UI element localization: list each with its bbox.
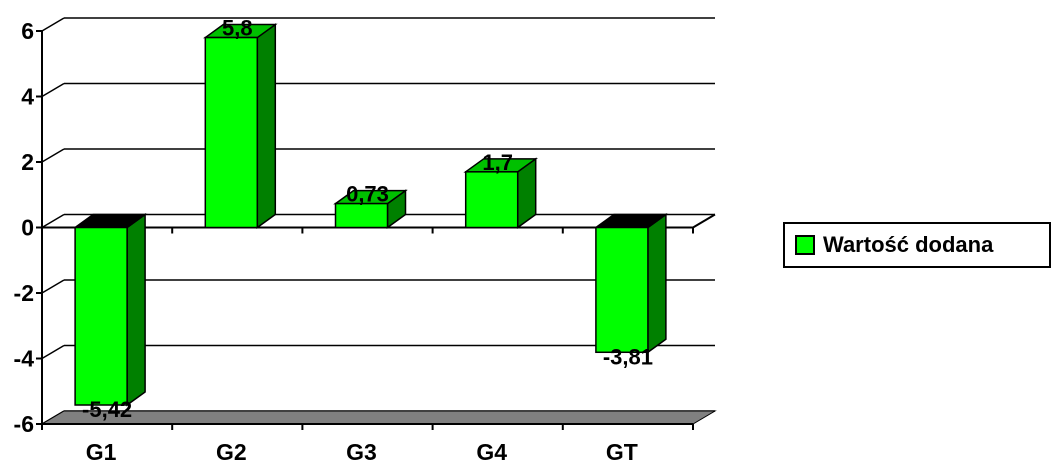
legend-label: Wartość dodana	[823, 232, 994, 257]
gridline-slant	[41, 344, 65, 360]
data-labels: -5,42 G1 5,8 G2 0,73 G3 1,7 G4 -3,81 GT	[82, 16, 653, 465]
floor-plane	[40, 410, 717, 425]
x-tick-label: G1	[86, 439, 117, 465]
gridline-slant	[41, 17, 65, 32]
bar	[74, 226, 128, 406]
y-tick-label: -2	[14, 280, 34, 306]
bars	[72, 23, 669, 407]
zero-baseline-slant	[692, 213, 716, 229]
data-label: -5,42	[82, 397, 132, 422]
bar-side	[126, 213, 146, 407]
x-tick-label: GT	[606, 439, 638, 465]
x-tick-label: G4	[476, 439, 507, 465]
chart-floor	[40, 410, 717, 425]
data-label: 0,73	[346, 182, 389, 207]
bar	[464, 171, 519, 229]
legend-swatch	[795, 235, 815, 255]
bar-side	[256, 23, 277, 229]
bar-side	[647, 213, 667, 354]
data-label: 1,7	[482, 150, 513, 175]
x-tick-label: G3	[346, 439, 377, 465]
y-tick-label: -4	[14, 346, 35, 372]
axes: 6 4 2 0 -2 -4 -6	[14, 18, 716, 437]
data-label: -3,81	[603, 344, 653, 369]
bar	[595, 226, 649, 354]
gridline-slant	[41, 279, 65, 294]
bar	[204, 36, 259, 229]
data-label: 5,8	[222, 16, 253, 41]
gridline-slant	[41, 213, 65, 229]
y-tick-label: 6	[21, 18, 34, 44]
y-tick-label: 0	[21, 215, 34, 241]
gridline-slant	[41, 148, 65, 163]
x-tick-label: G2	[216, 439, 247, 465]
legend: Wartość dodana	[783, 222, 1051, 268]
y-tick-label: -6	[14, 411, 34, 437]
y-tick-label: 4	[21, 84, 34, 110]
bar	[334, 202, 389, 229]
y-tick-label: 2	[21, 149, 34, 175]
gridline-slant	[41, 82, 65, 98]
